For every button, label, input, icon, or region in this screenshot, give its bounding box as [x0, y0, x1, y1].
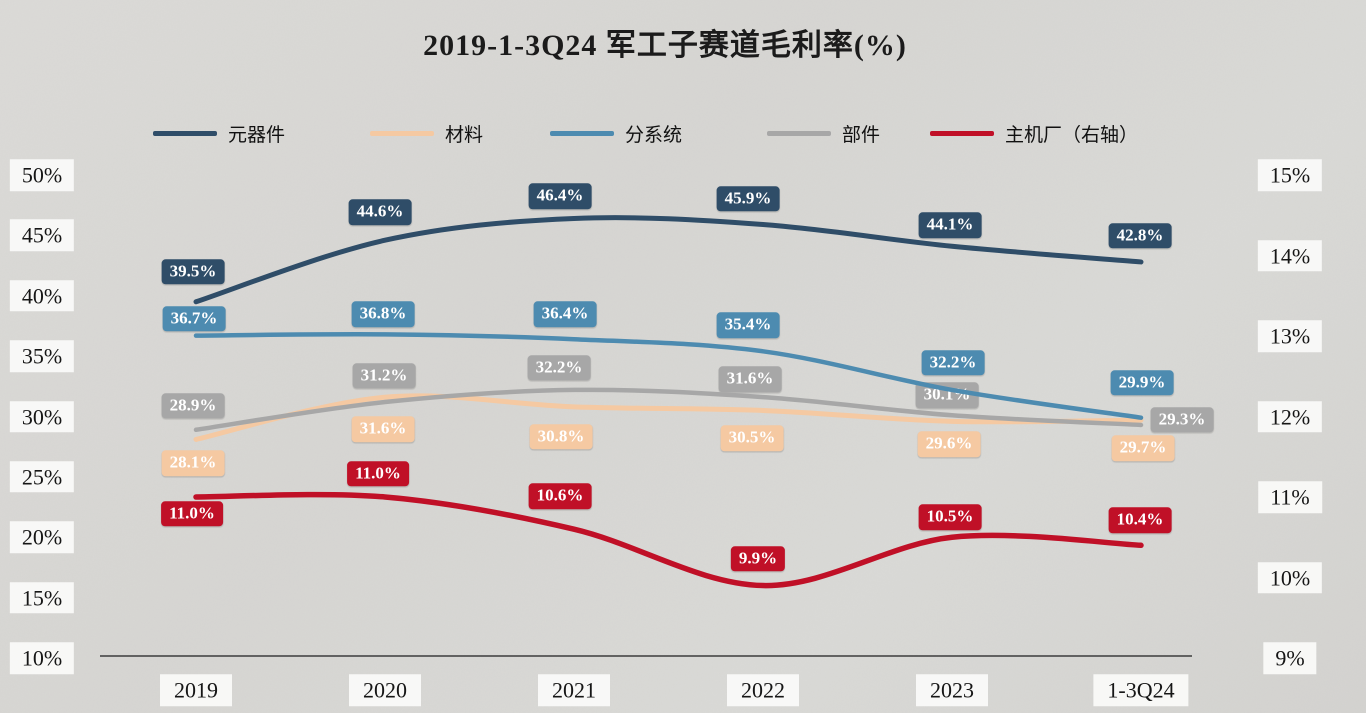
legend-item-parts: 部件: [767, 120, 880, 146]
data-label-parts: 28.9%: [161, 393, 225, 419]
legend-swatch-components: [153, 130, 217, 136]
x-axis-tick: 2019: [160, 674, 232, 706]
left-axis-tick: 40%: [9, 280, 75, 312]
data-label-oem-right-axis: 10.5%: [918, 504, 982, 530]
data-label-materials: 30.5%: [720, 425, 784, 452]
data-label-oem-right-axis: 10.6%: [528, 483, 592, 509]
left-axis-tick: 45%: [9, 219, 75, 252]
data-label-materials: 29.7%: [1111, 435, 1175, 461]
data-label-oem-right-axis: 9.9%: [730, 545, 786, 572]
data-label-subsystems: 36.4%: [533, 301, 597, 327]
series-line-components: [193, 215, 1144, 305]
x-axis-tick: 2022: [727, 674, 799, 706]
legend-label: 分系统: [625, 124, 683, 146]
x-axis-tick: 2021: [538, 674, 610, 706]
data-label-subsystems: 32.2%: [921, 350, 985, 376]
data-label-parts: 32.2%: [527, 355, 591, 381]
right-axis-tick: 9%: [1263, 642, 1317, 674]
data-label-parts: 30.1%: [915, 382, 979, 408]
data-label-materials: 28.1%: [161, 450, 225, 477]
right-axis-tick: 15%: [1257, 159, 1323, 191]
left-axis-tick: 15%: [9, 581, 75, 614]
legend-swatch-materials: [370, 130, 434, 136]
legend-label: 材料: [445, 124, 484, 146]
series-line-oem-right-axis: [193, 491, 1144, 589]
right-axis-tick: 11%: [1258, 481, 1322, 513]
left-axis-tick: 25%: [9, 461, 75, 493]
data-label-subsystems: 36.8%: [351, 301, 415, 328]
right-axis-tick: 14%: [1257, 239, 1323, 272]
data-label-components: 46.4%: [528, 183, 592, 210]
data-label-parts: 29.3%: [1150, 407, 1214, 433]
chart-title: 2019-1-3Q24 军工子赛道毛利率(%): [423, 29, 907, 62]
right-axis-tick: 13%: [1257, 320, 1323, 352]
data-label-components: 44.6%: [348, 199, 412, 225]
x-axis-tick: 2020: [349, 674, 421, 706]
left-axis-tick: 30%: [9, 400, 75, 433]
data-label-subsystems: 35.4%: [716, 312, 780, 338]
legend-item-materials: 材料: [370, 120, 483, 146]
data-label-oem-right-axis: 10.4%: [1108, 507, 1172, 533]
right-axis-tick: 10%: [1257, 561, 1323, 594]
legend-item-components: 元器件: [153, 120, 285, 146]
left-axis-tick: 10%: [9, 642, 75, 674]
data-label-parts: 31.2%: [352, 363, 416, 389]
series-line-materials: [193, 393, 1144, 442]
data-label-subsystems: 36.7%: [162, 305, 226, 332]
legend-label: 元器件: [228, 124, 286, 146]
data-label-components: 42.8%: [1108, 223, 1172, 249]
data-label-components: 44.1%: [918, 212, 982, 238]
data-label-components: 45.9%: [716, 185, 780, 212]
series-line-parts: [193, 387, 1144, 433]
left-axis-tick: 20%: [9, 521, 75, 553]
data-label-oem-right-axis: 11.0%: [161, 501, 223, 527]
legend-swatch-oem-right-axis: [930, 130, 994, 136]
legend-swatch-parts: [767, 130, 831, 136]
data-label-subsystems: 29.9%: [1110, 370, 1174, 396]
legend-label: 主机厂（右轴）: [1005, 124, 1139, 146]
data-label-oem-right-axis: 11.0%: [347, 461, 409, 487]
right-axis-tick: 12%: [1257, 400, 1323, 433]
left-axis-tick: 35%: [9, 340, 75, 372]
legend-item-subsystems: 分系统: [550, 120, 682, 146]
legend-label: 部件: [842, 124, 881, 146]
left-axis-tick: 50%: [9, 159, 75, 191]
data-label-components: 39.5%: [161, 259, 225, 285]
data-label-materials: 31.6%: [351, 416, 415, 442]
series-line-subsystems: [193, 332, 1144, 420]
data-label-materials: 29.6%: [917, 431, 981, 458]
legend-item-oem-right-axis: 主机厂（右轴）: [930, 120, 1138, 146]
x-axis-tick: 2023: [916, 674, 988, 706]
data-label-parts: 31.6%: [718, 366, 782, 392]
legend-swatch-subsystems: [550, 130, 614, 136]
x-axis-tick: 1-3Q24: [1093, 674, 1189, 706]
data-label-materials: 30.8%: [529, 424, 593, 450]
